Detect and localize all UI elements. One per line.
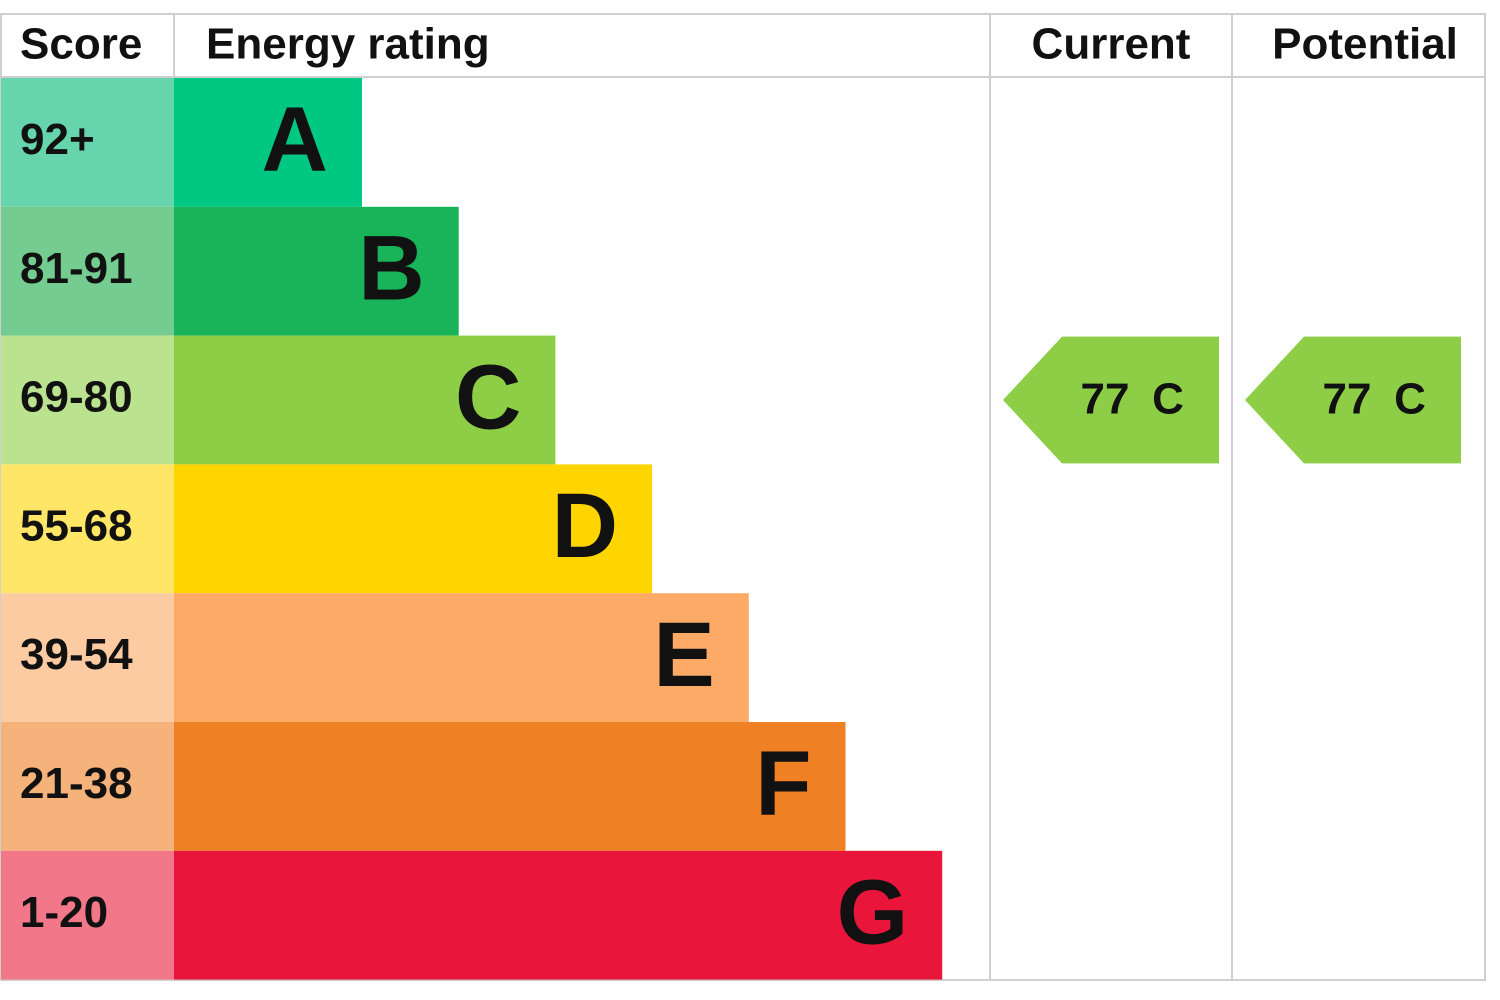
rating-bar [174, 206, 459, 336]
rating-bar [174, 335, 556, 465]
rating-bar [174, 722, 846, 851]
rating-letter: D [552, 475, 618, 577]
header-score: Score [20, 20, 142, 69]
score-label: 39-54 [20, 630, 133, 679]
rating-bar [174, 78, 362, 207]
rating-letter: E [653, 604, 714, 706]
score-label: 81-91 [20, 244, 133, 293]
score-cell [1, 722, 174, 851]
score-label: 92+ [20, 115, 95, 164]
header-current: Current [1032, 20, 1191, 69]
current-arrow [1003, 336, 1219, 464]
header-rating: Energy rating [206, 20, 490, 69]
current-score: 77 [1081, 375, 1130, 424]
rating-letter: A [262, 89, 328, 191]
rating-bar [174, 850, 943, 980]
rating-letter: B [358, 217, 424, 319]
rating-bar [174, 593, 749, 722]
score-label: 55-68 [20, 501, 133, 550]
potential-score: 77 [1323, 375, 1372, 424]
header-potential: Potential [1272, 20, 1458, 69]
potential-arrow [1245, 336, 1461, 464]
score-cell [1, 206, 174, 336]
score-cell [1, 464, 174, 594]
rating-letter: G [837, 861, 909, 963]
rating-bar [174, 464, 653, 594]
potential-letter: C [1394, 375, 1426, 424]
rating-letter: C [455, 346, 521, 448]
score-label: 21-38 [20, 759, 133, 808]
current-letter: C [1152, 375, 1184, 424]
rating-letter: F [755, 733, 811, 835]
score-cell [1, 335, 174, 465]
score-cell [1, 850, 174, 980]
score-label: 69-80 [20, 373, 133, 422]
score-cell [1, 593, 174, 722]
score-cell [1, 78, 174, 207]
score-label: 1-20 [20, 888, 108, 937]
